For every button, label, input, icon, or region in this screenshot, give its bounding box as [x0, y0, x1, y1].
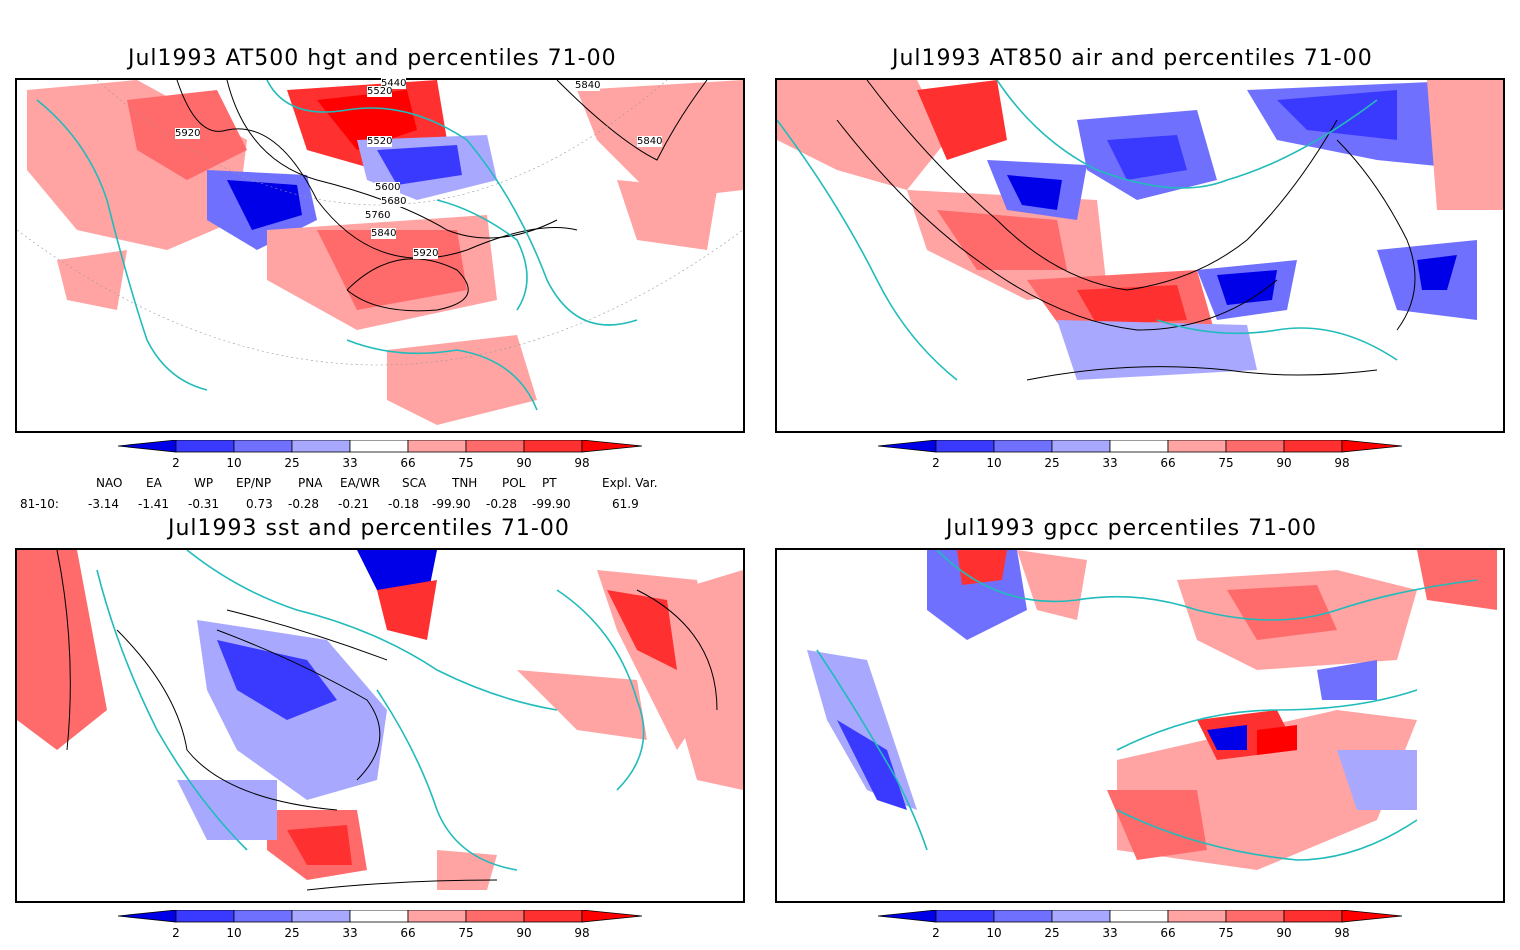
colorbar-label: 33: [342, 926, 358, 940]
colorbar-swatches: [118, 910, 642, 923]
colorbar-label: 98: [1334, 456, 1350, 470]
percentile-shading: [17, 550, 743, 890]
indices-value-row: 81-10: -3.14 -1.41 -0.31 0.73 -0.28 -0.2…: [0, 497, 700, 513]
index-header: NAO: [96, 476, 123, 490]
colorbar-top-right: 2 10 25 33 66 75 90 98: [878, 440, 1402, 480]
colorbar-label: 66: [1160, 926, 1176, 940]
colorbar-label: 75: [458, 456, 474, 470]
graticule: [17, 80, 743, 366]
coastlines: [36, 80, 638, 411]
colorbar-label: 33: [342, 456, 358, 470]
map-air: [775, 78, 1505, 433]
colorbar-label: 25: [284, 926, 300, 940]
colorbar-bottom-right: 2 10 25 33 66 75 90 98: [878, 910, 1402, 950]
contour-labels-hgt: 5440 5520 5840 5920 5520 5600 5680 5760 …: [15, 78, 745, 433]
colorbar-label: 66: [1160, 456, 1176, 470]
contour-label: 5440: [381, 78, 407, 89]
index-value: -99.90: [432, 497, 471, 511]
contour-label: 5680: [381, 196, 407, 207]
index-header: SCA: [402, 476, 427, 490]
index-value: -0.18: [388, 497, 420, 511]
index-value: -0.31: [188, 497, 220, 511]
colorbar-label: 2: [172, 926, 180, 940]
colorbar-label: 75: [458, 926, 474, 940]
contour-label: 5840: [575, 80, 601, 91]
contour-label: 5920: [175, 128, 201, 139]
colorbar-label: 33: [1102, 456, 1118, 470]
percentile-shading: [17, 80, 743, 425]
coastlines: [816, 550, 1478, 861]
colorbar-label: 10: [226, 456, 242, 470]
index-header: PNA: [298, 476, 323, 490]
index-header: PT: [542, 476, 557, 490]
index-header: EA: [146, 476, 162, 490]
index-header: WP: [194, 476, 214, 490]
contour-label: 5600: [375, 182, 401, 193]
colorbar-label: 75: [1218, 926, 1234, 940]
colorbar-label: 10: [226, 926, 242, 940]
contour-lines: [176, 80, 708, 312]
contour-label: 5760: [365, 210, 391, 221]
index-value: -0.21: [338, 497, 370, 511]
index-header: TNH: [452, 476, 478, 490]
percentile-shading: [807, 550, 1497, 870]
colorbar-label: 25: [284, 456, 300, 470]
colorbar-swatches: [118, 440, 642, 453]
colorbar-label: 25: [1044, 926, 1060, 940]
colorbar-top-left: 2 10 25 33 66 75 90 98: [118, 440, 642, 480]
colorbar-label: 98: [574, 926, 590, 940]
colorbar-label: 75: [1218, 456, 1234, 470]
index-header: POL: [502, 476, 526, 490]
index-value: -0.28: [486, 497, 518, 511]
colorbar-label: 10: [986, 456, 1002, 470]
contour-label: 5920: [413, 248, 439, 259]
colorbar-label: 25: [1044, 456, 1060, 470]
colorbar-label: 90: [1276, 926, 1292, 940]
index-value: -3.14: [88, 497, 120, 511]
colorbar-label: 90: [516, 456, 532, 470]
colorbar-label: 2: [172, 456, 180, 470]
contour-lines: [836, 80, 1416, 381]
index-header: Expl. Var.: [602, 476, 658, 490]
colorbar-label: 90: [1276, 456, 1292, 470]
index-header: EP/NP: [236, 476, 272, 490]
map-sst: [15, 548, 745, 903]
panel-title-gpcc: Jul1993 gpcc percentiles 71-00: [946, 516, 1318, 541]
contour-label: 5840: [637, 136, 663, 147]
colorbar-label: 10: [986, 926, 1002, 940]
colorbar-label: 33: [1102, 926, 1118, 940]
contour-label: 5520: [367, 86, 393, 97]
index-value: -1.41: [138, 497, 170, 511]
index-value: 61.9: [612, 497, 639, 511]
indices-header-row: NAO EA WP EP/NP PNA EA/WR SCA TNH POL PT…: [0, 476, 700, 492]
contour-label: 5840: [371, 228, 397, 239]
colorbar-label: 2: [932, 926, 940, 940]
index-header: EA/WR: [340, 476, 381, 490]
percentile-shading: [777, 80, 1503, 380]
contour-lines: [56, 550, 718, 891]
colorbar-bottom-left: 2 10 25 33 66 75 90 98: [118, 910, 642, 950]
colorbar-swatches: [878, 440, 1402, 453]
index-value: -99.90: [532, 497, 571, 511]
colorbar-label: 66: [400, 456, 416, 470]
map-gpcc: [775, 548, 1505, 903]
coastlines: [777, 80, 1398, 381]
panel-title-sst: Jul1993 sst and percentiles 71-00: [168, 516, 570, 541]
index-value: 0.73: [246, 497, 273, 511]
contour-label: 5520: [367, 136, 393, 147]
index-row-label: 81-10:: [20, 497, 59, 511]
colorbar-label: 90: [516, 926, 532, 940]
colorbar-label: 98: [1334, 926, 1350, 940]
colorbar-swatches: [878, 910, 1402, 923]
panel-title-air: Jul1993 AT850 air and percentiles 71-00: [892, 46, 1373, 71]
colorbar-label: 98: [574, 456, 590, 470]
colorbar-label: 2: [932, 456, 940, 470]
index-value: -0.28: [288, 497, 320, 511]
coastlines: [96, 550, 645, 871]
colorbar-label: 66: [400, 926, 416, 940]
panel-title-hgt: Jul1993 AT500 hgt and percentiles 71-00: [128, 46, 617, 71]
